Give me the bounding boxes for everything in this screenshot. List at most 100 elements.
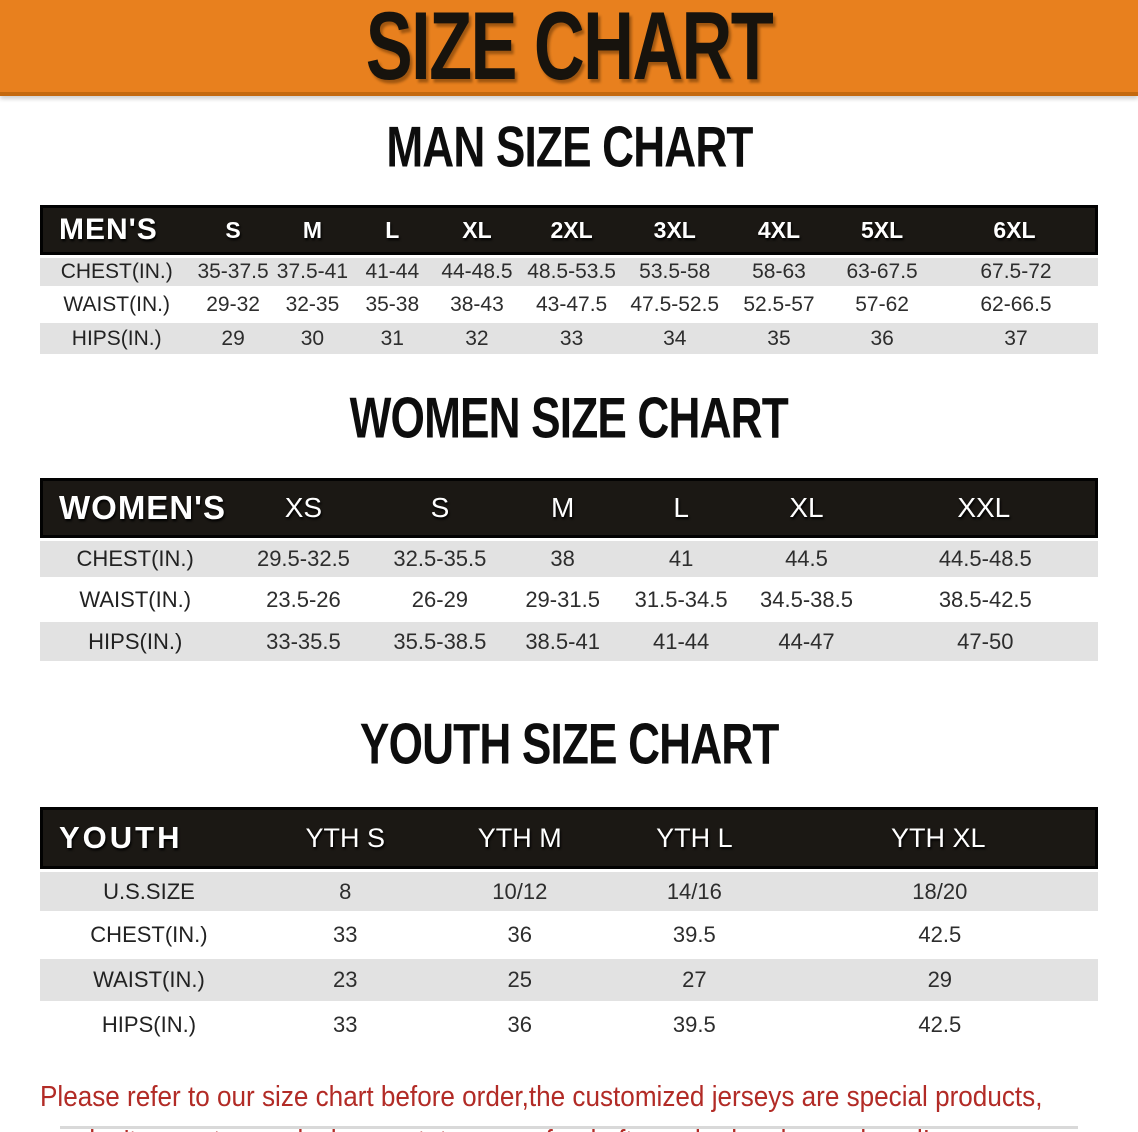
- size-cell: 37: [933, 323, 1098, 357]
- size-cell: 38.5-41: [503, 622, 622, 664]
- size-cell: 34.5-38.5: [740, 580, 873, 622]
- size-cell: 14/16: [607, 869, 782, 914]
- size-col-header: XS: [230, 478, 377, 538]
- size-col-header: S: [376, 478, 504, 538]
- youth-waist-row: WAIST(IN.) 23 25 27 29: [40, 959, 1098, 1004]
- size-cell: 38-43: [432, 289, 522, 323]
- men-table-header-row: MEN'S S M L XL 2XL 3XL 4XL 5XL 6XL: [40, 205, 1098, 255]
- size-col-header: 2XL: [521, 205, 622, 255]
- size-cell: 26-29: [376, 580, 504, 622]
- size-col-header: M: [503, 478, 622, 538]
- size-cell: 52.5-57: [727, 289, 831, 323]
- row-label: WAIST(IN.): [40, 580, 231, 622]
- size-cell: 53.5-58: [621, 255, 728, 289]
- size-cell: 44-47: [740, 622, 873, 664]
- women-hips-row: HIPS(IN.) 33-35.5 35.5-38.5 38.5-41 41-4…: [40, 622, 1098, 664]
- size-cell: 67.5-72: [933, 255, 1098, 289]
- size-cell: 18/20: [781, 869, 1098, 914]
- women-chart-title: WOMEN SIZE CHART: [349, 387, 789, 451]
- size-col-header: XL: [432, 205, 522, 255]
- size-cell: 36: [432, 1004, 608, 1049]
- women-chart-heading: WOMEN SIZE CHART: [0, 387, 1138, 456]
- size-cell: 37.5-41: [272, 255, 353, 289]
- size-cell: 35-37.5: [193, 255, 273, 289]
- row-label: WAIST(IN.): [40, 959, 258, 1004]
- size-cell: 36: [830, 323, 934, 357]
- size-cell: 23.5-26: [230, 580, 377, 622]
- size-cell: 29-31.5: [503, 580, 622, 622]
- size-cell: 29: [781, 959, 1098, 1004]
- men-waist-row: WAIST(IN.) 29-32 32-35 35-38 38-43 43-47…: [40, 289, 1098, 323]
- youth-chart-heading: YOUTH SIZE CHART: [0, 713, 1138, 782]
- youth-group-label: YOUTH: [40, 807, 258, 869]
- size-cell: 32-35: [272, 289, 353, 323]
- men-chart-heading: MAN SIZE CHART: [0, 116, 1138, 185]
- size-cell: 44-48.5: [432, 255, 522, 289]
- size-cell: 62-66.5: [933, 289, 1098, 323]
- size-cell: 29.5-32.5: [230, 538, 377, 580]
- size-cell: 41-44: [352, 255, 433, 289]
- size-col-header: 5XL: [830, 205, 934, 255]
- size-cell: 42.5: [781, 914, 1098, 959]
- size-col-header: XL: [740, 478, 873, 538]
- row-label: CHEST(IN.): [40, 914, 258, 959]
- size-cell: 39.5: [607, 914, 782, 959]
- size-cell: 47.5-52.5: [621, 289, 728, 323]
- youth-chest-row: CHEST(IN.) 33 36 39.5 42.5: [40, 914, 1098, 959]
- row-label: CHEST(IN.): [40, 255, 194, 289]
- row-label: HIPS(IN.): [40, 622, 231, 664]
- size-cell: 33: [521, 323, 622, 357]
- size-col-header: YTH M: [432, 807, 608, 869]
- disclaimer: Please refer to our size chart before or…: [40, 1075, 1138, 1132]
- size-cell: 38.5-42.5: [872, 580, 1098, 622]
- size-cell: 58-63: [727, 255, 831, 289]
- banner: SIZE CHART: [0, 0, 1138, 100]
- women-table-header-row: WOMEN'S XS S M L XL XXL: [40, 478, 1098, 538]
- youth-ussize-row: U.S.SIZE 8 10/12 14/16 18/20: [40, 869, 1098, 914]
- size-cell: 35: [727, 323, 831, 357]
- women-group-label: WOMEN'S: [40, 478, 231, 538]
- size-cell: 10/12: [432, 869, 608, 914]
- size-cell: 25: [432, 959, 608, 1004]
- size-col-header: L: [352, 205, 433, 255]
- size-col-header: XXL: [872, 478, 1098, 538]
- size-cell: 32: [432, 323, 522, 357]
- men-chest-row: CHEST(IN.) 35-37.5 37.5-41 41-44 44-48.5…: [40, 255, 1098, 289]
- size-cell: 27: [607, 959, 782, 1004]
- size-cell: 63-67.5: [830, 255, 934, 289]
- size-cell: 29-32: [193, 289, 273, 323]
- men-size-table: MEN'S S M L XL 2XL 3XL 4XL 5XL 6XL CHEST…: [40, 205, 1098, 357]
- size-cell: 34: [621, 323, 728, 357]
- size-cell: 33: [257, 914, 433, 959]
- size-cell: 39.5: [607, 1004, 782, 1049]
- men-chart-title: MAN SIZE CHART: [385, 116, 753, 180]
- size-cell: 32.5-35.5: [376, 538, 504, 580]
- women-size-table: WOMEN'S XS S M L XL XXL CHEST(IN.) 29.5-…: [40, 478, 1098, 664]
- size-cell: 35-38: [352, 289, 433, 323]
- bottom-edge-line: [60, 1126, 1078, 1129]
- disclaimer-line-1: Please refer to our size chart before or…: [40, 1081, 1043, 1113]
- size-cell: 29: [193, 323, 273, 357]
- size-cell: 43-47.5: [521, 289, 622, 323]
- size-cell: 44.5-48.5: [872, 538, 1098, 580]
- size-col-header: YTH XL: [781, 807, 1098, 869]
- row-label: U.S.SIZE: [40, 869, 258, 914]
- size-cell: 35.5-38.5: [376, 622, 504, 664]
- size-col-header: 3XL: [621, 205, 728, 255]
- size-cell: 47-50: [872, 622, 1098, 664]
- size-col-header: 6XL: [933, 205, 1098, 255]
- size-cell: 31.5-34.5: [621, 580, 741, 622]
- size-cell: 42.5: [781, 1004, 1098, 1049]
- size-col-header: L: [621, 478, 741, 538]
- youth-size-table: YOUTH YTH S YTH M YTH L YTH XL U.S.SIZE …: [40, 807, 1098, 1049]
- size-cell: 33: [257, 1004, 433, 1049]
- women-waist-row: WAIST(IN.) 23.5-26 26-29 29-31.5 31.5-34…: [40, 580, 1098, 622]
- size-cell: 36: [432, 914, 608, 959]
- size-cell: 30: [272, 323, 353, 357]
- size-col-header: YTH L: [607, 807, 782, 869]
- size-cell: 38: [503, 538, 622, 580]
- size-cell: 57-62: [830, 289, 934, 323]
- banner-title: SIZE CHART: [365, 0, 774, 100]
- youth-chart-title: YOUTH SIZE CHART: [359, 713, 779, 777]
